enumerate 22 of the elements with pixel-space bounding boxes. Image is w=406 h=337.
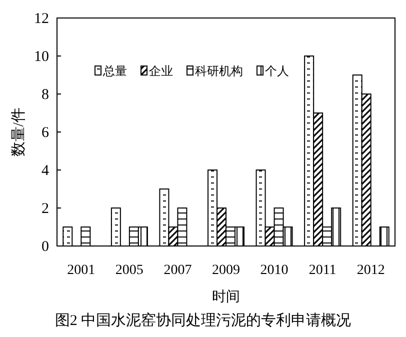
x-axis-title: 时间 bbox=[212, 289, 240, 305]
x-tick-label: 2009 bbox=[212, 263, 240, 278]
legend-label: 科研机构 bbox=[195, 64, 243, 78]
bar bbox=[80, 226, 91, 246]
legend-label: 总量 bbox=[102, 64, 127, 78]
text: 图2 中国水泥窑协同处理污泥的专利申请概况 bbox=[54, 312, 352, 329]
x-tick-label: 2007 bbox=[164, 263, 192, 278]
y-tick-label: 8 bbox=[42, 87, 49, 103]
x-tick-label: 2001 bbox=[67, 263, 96, 278]
x-tick-label: 2005 bbox=[115, 263, 144, 278]
y-tick-label: 0 bbox=[42, 239, 49, 255]
y-tick-label: 12 bbox=[34, 11, 49, 27]
legend-label: 企业 bbox=[149, 64, 173, 78]
x-tick-label: 2012 bbox=[356, 263, 385, 278]
y-axis-title: 数量/件 bbox=[11, 107, 27, 157]
legend-label: 个人 bbox=[265, 64, 289, 78]
y-tick-label: 4 bbox=[42, 163, 50, 179]
x-tick-label: 2011 bbox=[308, 263, 336, 278]
y-tick-label: 2 bbox=[42, 201, 49, 217]
y-tick-label: 10 bbox=[34, 49, 49, 65]
y-tick-label: 6 bbox=[42, 125, 50, 141]
x-tick-label: 2010 bbox=[260, 263, 288, 278]
